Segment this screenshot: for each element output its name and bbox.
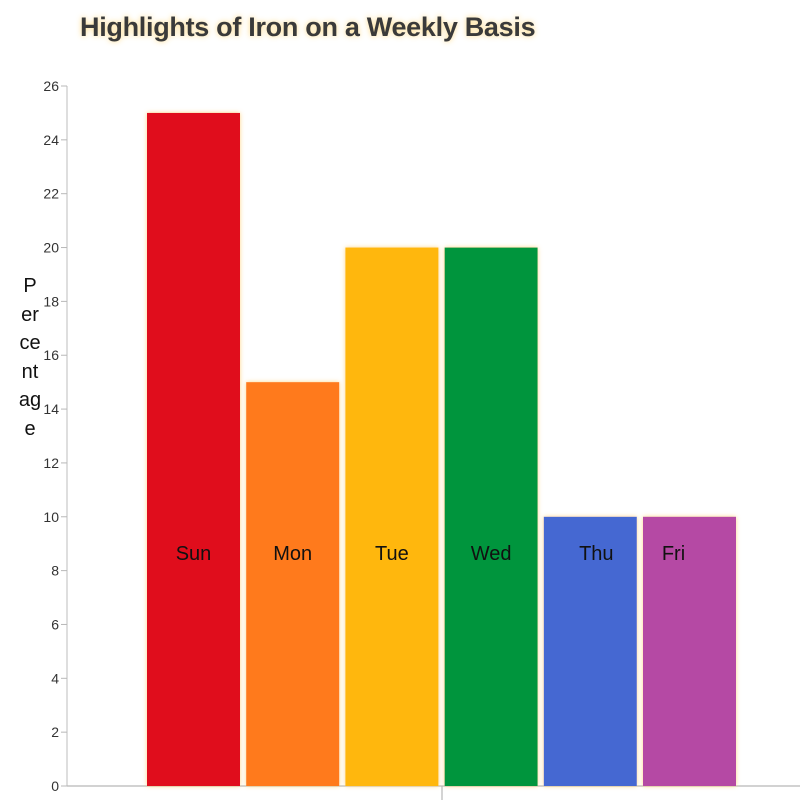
y-tick-label: 20 (43, 240, 59, 256)
y-tick-label: 14 (43, 401, 59, 417)
y-tick-label: 18 (43, 293, 59, 309)
y-tick-label: 2 (51, 724, 59, 740)
category-label: Fri (662, 543, 685, 565)
y-tick-label: 0 (51, 778, 59, 794)
y-tick-label: 10 (43, 509, 59, 525)
y-tick-label: 8 (51, 563, 59, 579)
y-tick-label: 16 (43, 347, 59, 363)
bar-sun (147, 112, 240, 786)
bar-tue (345, 247, 439, 787)
y-tick-label: 6 (51, 616, 59, 632)
y-tick-label: 12 (43, 455, 59, 471)
category-label: Mon (273, 543, 312, 565)
category-label: Sun (176, 543, 212, 565)
y-tick-label: 4 (51, 670, 59, 686)
bar-mon (246, 382, 340, 786)
y-tick-label: 24 (43, 132, 59, 148)
bar-fri (643, 516, 736, 786)
category-label: Wed (471, 543, 512, 565)
chart-title: Highlights of Iron on a Weekly Basis (80, 12, 536, 42)
category-label: Thu (579, 543, 613, 565)
bar-thu (543, 516, 637, 786)
y-tick-label: 22 (43, 186, 59, 202)
bar-wed (444, 247, 538, 787)
category-label: Tue (375, 543, 409, 565)
y-tick-label: 26 (43, 78, 59, 94)
y-axis-label: Percentage (18, 275, 42, 440)
